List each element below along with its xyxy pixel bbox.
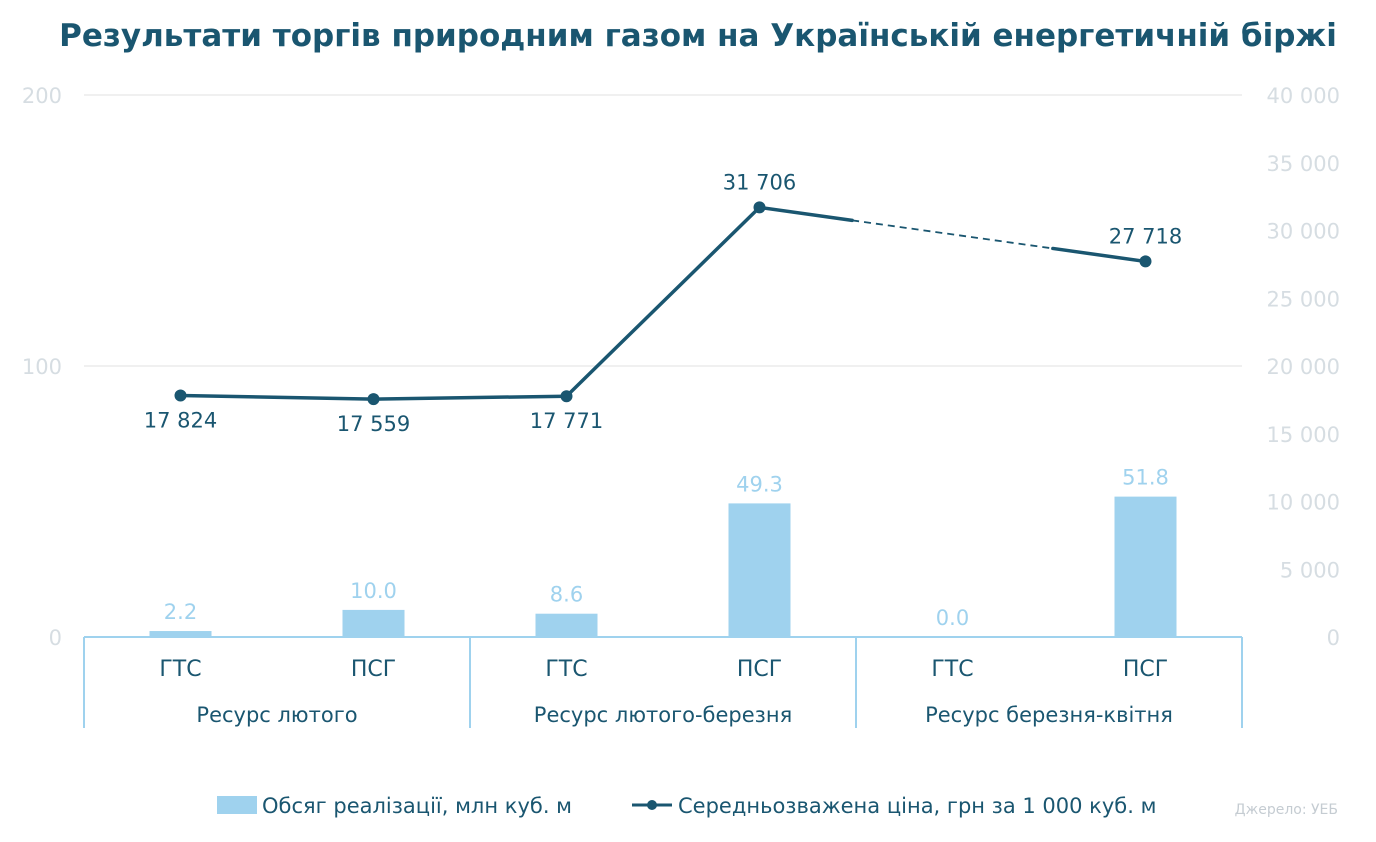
line-layer: 17 824 17 559 17 771 31 706 27 718	[144, 170, 1182, 436]
price-point	[560, 390, 573, 403]
y-right-tick-label: 40 000	[1267, 84, 1340, 108]
bar	[1114, 496, 1177, 637]
bar-data-label: 0.0	[936, 606, 969, 630]
price-data-label: 17 559	[337, 412, 410, 436]
legend: Обсяг реалізації, млн куб. м Середньозва…	[217, 794, 1156, 818]
legend-line-label: Середньозважена ціна, грн за 1 000 куб. …	[678, 794, 1156, 818]
price-data-label: 31 706	[723, 170, 796, 194]
price-point	[753, 201, 766, 214]
y-left-tick-label: 100	[22, 355, 62, 379]
legend-bar-label: Обсяг реалізації, млн куб. м	[262, 794, 572, 818]
y-right-tick-label: 15 000	[1267, 423, 1340, 447]
chart-title: Результати торгів природним газом на Укр…	[59, 18, 1337, 54]
y-right-tick-label: 5 000	[1280, 558, 1340, 582]
price-point	[367, 393, 380, 406]
x-category-label: ПСГ	[1123, 657, 1168, 682]
price-line-dashed	[852, 219, 1053, 250]
price-line-segment	[371, 394, 569, 401]
bar	[149, 631, 212, 637]
x-group-label: Ресурс березня-квітня	[925, 703, 1173, 727]
x-category-label: ГТС	[931, 657, 973, 682]
x-category-label: ГТС	[545, 657, 587, 682]
legend-line-marker	[647, 800, 657, 810]
grid-layer	[84, 94, 1242, 367]
bar-data-label: 10.0	[350, 579, 397, 603]
legend-bar-swatch	[217, 796, 257, 814]
bar	[342, 609, 405, 637]
bar-data-label: 49.3	[736, 472, 783, 496]
y-left-tick-label: 200	[22, 84, 62, 108]
y-right-tick-label: 30 000	[1267, 220, 1340, 244]
bar	[535, 613, 598, 637]
price-point	[1139, 255, 1152, 268]
x-group-label: Ресурс лютого	[196, 703, 357, 727]
y-right-tick-label: 35 000	[1267, 152, 1340, 176]
y-left-tick-label: 0	[49, 626, 62, 650]
bar-data-label: 51.8	[1122, 466, 1169, 490]
bar	[728, 503, 791, 637]
price-data-label: 17 824	[144, 408, 217, 432]
bars-layer: 2.2 10.0 8.6 49.3 0.0 51.8	[149, 466, 1177, 637]
bar-data-label: 8.6	[550, 583, 583, 607]
y-right-tick-label: 25 000	[1267, 287, 1340, 311]
price-data-label: 17 771	[530, 409, 603, 433]
price-point	[174, 389, 187, 402]
axis-layer: 0 100 200 0 5 000 10 000 15 000 20 000 25 000 30 …	[22, 84, 1340, 728]
x-category-label: ПСГ	[737, 657, 782, 682]
y-right-tick-label: 0	[1327, 626, 1340, 650]
x-category-label: ПСГ	[351, 657, 396, 682]
bar-data-label: 2.2	[164, 600, 197, 624]
y-right-tick-label: 10 000	[1267, 491, 1340, 515]
source-note: Джерело: УЕБ	[1235, 802, 1338, 818]
x-category-label: ГТС	[159, 657, 201, 682]
price-line-segment	[1051, 246, 1148, 264]
price-line-segment	[564, 205, 762, 398]
price-line-segment	[178, 393, 376, 401]
y-right-tick-label: 20 000	[1267, 355, 1340, 379]
price-data-label: 27 718	[1109, 224, 1182, 248]
x-group-label: Ресурс лютого-березня	[534, 703, 792, 727]
price-line-segment	[757, 205, 854, 223]
